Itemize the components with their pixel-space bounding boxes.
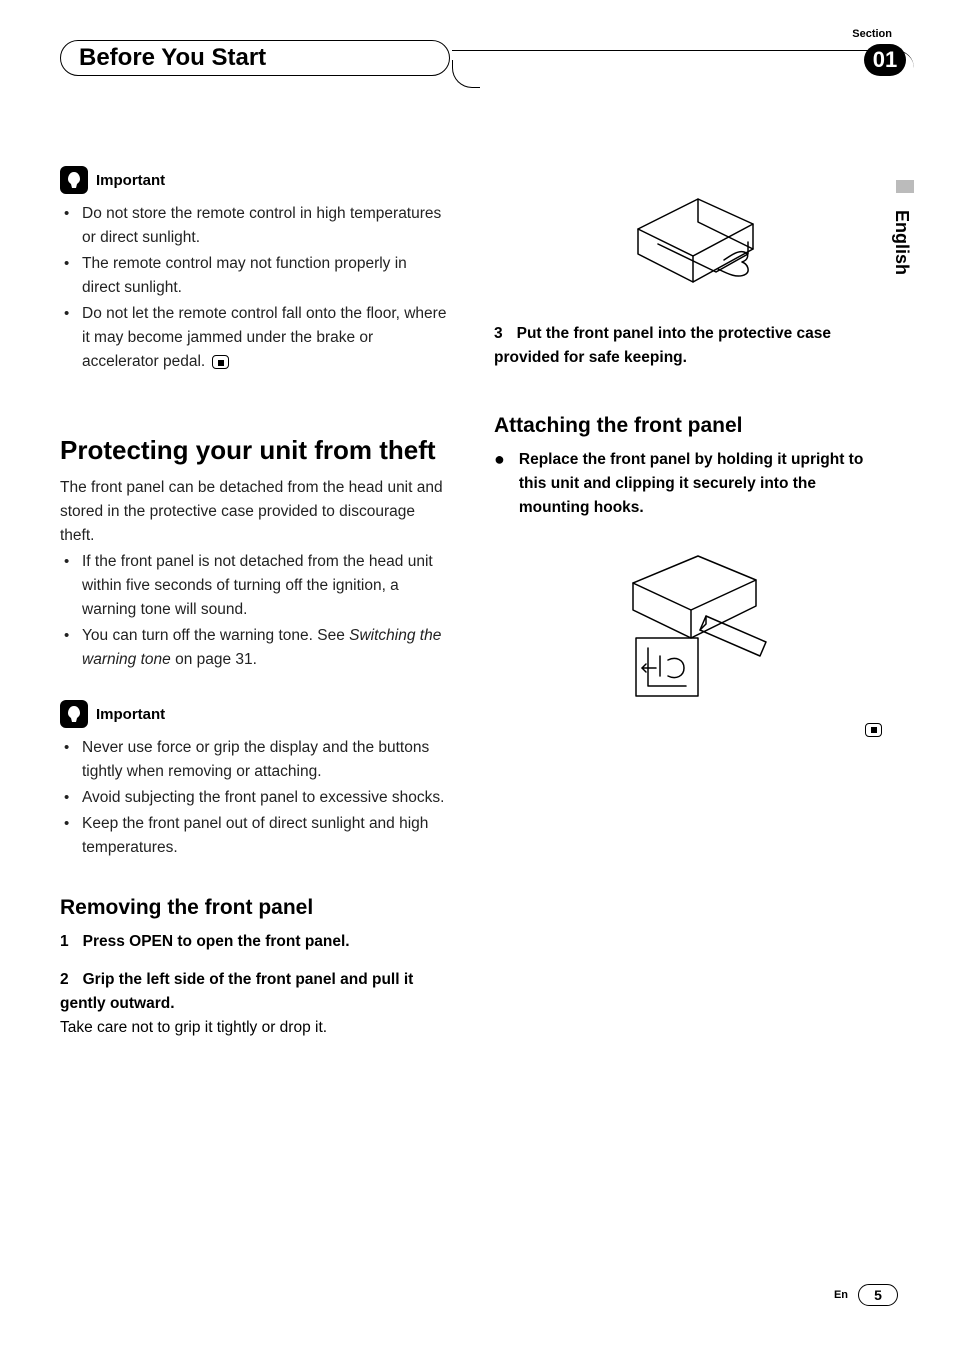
right-column: 3Put the front panel into the protective… <box>494 166 882 1054</box>
list-item: Avoid subjecting the front panel to exce… <box>82 786 448 810</box>
diagram-attach-panel <box>494 538 882 703</box>
language-tab: English <box>891 210 912 275</box>
list-item: Never use force or grip the display and … <box>82 736 448 784</box>
list-item: You can turn off the warning tone. See S… <box>82 624 448 672</box>
stop-icon <box>865 723 882 737</box>
page-footer: En 5 <box>834 1284 898 1306</box>
list-item: Do not store the remote control in high … <box>82 202 448 250</box>
important-list-2: Never use force or grip the display and … <box>60 736 448 860</box>
page-title: Before You Start <box>60 40 450 76</box>
list-item: If the front panel is not detached from … <box>82 550 448 622</box>
intro-list: If the front panel is not detached from … <box>60 550 448 672</box>
heading-removing: Removing the front panel <box>60 896 448 920</box>
list-item: Do not let the remote control fall onto … <box>82 302 448 374</box>
important-icon <box>60 166 88 194</box>
body-text: The front panel can be detached from the… <box>60 476 448 548</box>
footer-lang: En <box>834 1289 848 1301</box>
diagram-remove-panel <box>494 174 882 304</box>
list-item: Keep the front panel out of direct sunli… <box>82 812 448 860</box>
step-2: 2Grip the left side of the front panel a… <box>60 968 448 1040</box>
stop-icon <box>212 355 229 369</box>
important-label: Important <box>96 172 165 189</box>
important-icon <box>60 700 88 728</box>
heading-protecting: Protecting your unit from theft <box>60 436 448 466</box>
step-3: 3Put the front panel into the protective… <box>494 322 882 370</box>
step-1: 1Press OPEN to open the front panel. <box>60 930 448 954</box>
important-list-1: Do not store the remote control in high … <box>60 202 448 374</box>
important-label: Important <box>96 706 165 723</box>
footer-page-number: 5 <box>858 1284 898 1306</box>
bullet-icon: ● <box>494 448 505 520</box>
attach-instruction: ● Replace the front panel by holding it … <box>494 448 882 520</box>
header-rule <box>452 50 914 86</box>
section-label: Section <box>852 28 892 40</box>
section-end <box>494 721 882 739</box>
left-column: Important Do not store the remote contro… <box>60 166 448 1054</box>
heading-attaching: Attaching the front panel <box>494 414 882 438</box>
list-item: The remote control may not function prop… <box>82 252 448 300</box>
